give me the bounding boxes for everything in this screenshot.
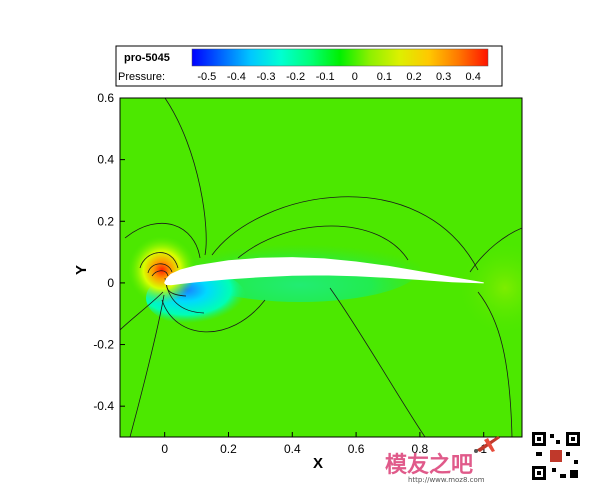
plot-area (120, 98, 522, 437)
contour-line (237, 225, 409, 261)
legend-variable: Pressure: (118, 71, 165, 83)
y-tick-label: 0.6 (97, 91, 114, 105)
contour-line (129, 294, 165, 437)
contour-line (164, 98, 207, 256)
stagnation-region (128, 236, 196, 304)
y-tick-label: 0 (107, 276, 114, 290)
x-tick-label: 0.2 (220, 442, 237, 456)
trailing-edge-region (460, 243, 522, 333)
plot-frame (119, 97, 523, 438)
y-tick-label: 0.2 (97, 214, 114, 228)
contour-line (139, 252, 179, 269)
legend-tick-label: -0.1 (316, 71, 335, 83)
legend-tick-label: 0 (352, 71, 358, 83)
contour-line (477, 291, 513, 437)
x-tick-label: 0.4 (284, 442, 301, 456)
contour-line (151, 270, 169, 277)
x-tick-label: 0.8 (412, 442, 429, 456)
x-axis-label: X (313, 455, 323, 472)
contour-line (211, 196, 479, 271)
contour-lines (120, 98, 522, 437)
contour-line (147, 263, 173, 274)
legend-tick-label: -0.2 (286, 71, 305, 83)
contour-line (329, 287, 426, 437)
legend-tick-label: 0.1 (377, 71, 392, 83)
legend-title: pro-5045 (124, 52, 170, 64)
y-axis-label: Y (73, 265, 90, 275)
y-tick-label: 0.4 (97, 153, 114, 167)
legend-tick-label: -0.3 (257, 71, 276, 83)
y-axis-ticks: -0.4 -0.2 0 0.2 0.4 0.6 (93, 91, 125, 413)
legend-colorbar (191, 48, 489, 67)
legend-tick-label: -0.5 (197, 71, 216, 83)
legend-tick-label: 0.2 (406, 71, 421, 83)
contour-line (120, 291, 164, 331)
y-tick-label: -0.4 (93, 399, 114, 413)
legend-tick-label: 0.4 (466, 71, 481, 83)
x-tick-label: 0 (161, 442, 168, 456)
y-tick-label: -0.2 (93, 338, 114, 352)
contour-line (469, 227, 522, 273)
legend-tick-labels: -0.5 -0.4 -0.3 -0.2 -0.1 0 0.1 0.2 0.3 0.4 (197, 71, 481, 83)
legend-tick-label: -0.4 (227, 71, 246, 83)
legend-tick-label: 0.3 (436, 71, 451, 83)
watermark: 模友之吧 http://www.moz8.com (385, 430, 582, 484)
x-tick-label: 0.6 (348, 442, 365, 456)
airfoil (164, 257, 484, 286)
airplane-logo-icon (474, 436, 500, 453)
watermark-url: http://www.moz8.com (408, 476, 485, 484)
legend: pro-5045 Pressure: -0.5 -0.4 -0.3 -0.2 -0.1 0… (115, 45, 503, 87)
contour-line (161, 299, 266, 333)
contour-line (124, 222, 201, 259)
watermark-brand: 模友之吧 (385, 452, 473, 478)
qr-code-icon (530, 430, 582, 482)
